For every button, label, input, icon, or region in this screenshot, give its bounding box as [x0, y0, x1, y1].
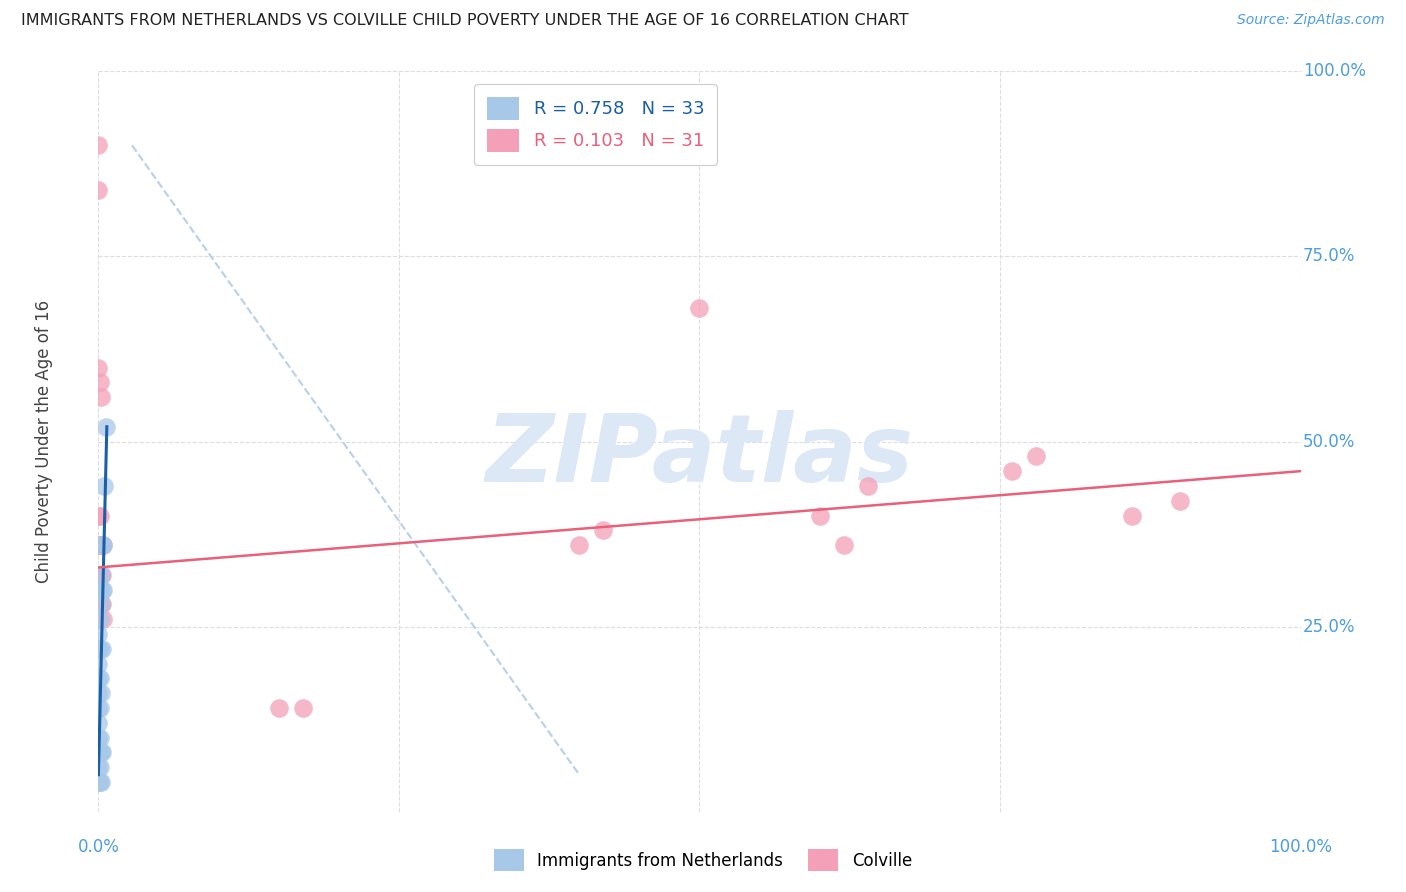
Point [87, 672, 110, 686]
Point [87, 701, 110, 715]
Point [568, 538, 591, 552]
Point [87, 746, 110, 760]
Point [87, 775, 110, 789]
Point [90, 775, 112, 789]
Point [91, 538, 114, 552]
Point [91, 567, 114, 582]
Point [91, 641, 114, 656]
Point [89, 612, 111, 626]
Point [87, 508, 110, 523]
Point [89, 538, 111, 552]
Point [856, 479, 879, 493]
Point [87, 760, 110, 774]
Point [89, 582, 111, 597]
Point [89, 567, 111, 582]
Point [87, 183, 110, 197]
Point [90, 686, 112, 700]
Point [808, 508, 831, 523]
Point [1001, 464, 1024, 478]
Point [87, 715, 110, 730]
Point [592, 524, 614, 538]
Point [90, 567, 112, 582]
Point [91, 582, 114, 597]
Point [291, 701, 314, 715]
Text: 75.0%: 75.0% [1303, 247, 1355, 266]
Point [87, 138, 110, 153]
Point [91, 538, 114, 552]
Point [91, 746, 114, 760]
Point [1025, 450, 1047, 464]
Text: Source: ZipAtlas.com: Source: ZipAtlas.com [1237, 13, 1385, 28]
Point [91, 582, 114, 597]
Point [91, 538, 114, 552]
Text: Child Poverty Under the Age of 16: Child Poverty Under the Age of 16 [35, 300, 53, 583]
Point [87, 627, 110, 641]
Point [87, 731, 110, 745]
Point [89, 775, 111, 789]
Point [267, 701, 290, 715]
Point [87, 686, 110, 700]
Point [90, 598, 112, 612]
Text: 100.0%: 100.0% [1270, 838, 1331, 855]
Point [91, 612, 114, 626]
Point [688, 301, 710, 316]
Point [87, 538, 110, 552]
Point [89, 508, 111, 523]
Point [90, 538, 112, 552]
Point [832, 538, 855, 552]
Point [89, 641, 111, 656]
Text: ZIPatlas: ZIPatlas [485, 410, 914, 502]
Legend: Immigrants from Netherlands, Colville: Immigrants from Netherlands, Colville [485, 841, 921, 880]
Point [1170, 493, 1192, 508]
Point [91, 598, 114, 612]
Text: 50.0%: 50.0% [1303, 433, 1355, 450]
Point [89, 672, 111, 686]
Text: 0.0%: 0.0% [77, 838, 120, 855]
Point [94, 419, 117, 434]
Point [87, 360, 110, 375]
Point [87, 641, 110, 656]
Legend: R = 0.758   N = 33, R = 0.103   N = 31: R = 0.758 N = 33, R = 0.103 N = 31 [474, 84, 717, 165]
Point [89, 746, 111, 760]
Point [87, 567, 110, 582]
Point [90, 390, 112, 404]
Point [1121, 508, 1143, 523]
Point [90, 746, 112, 760]
Text: 25.0%: 25.0% [1303, 617, 1355, 636]
Point [89, 701, 111, 715]
Point [89, 731, 111, 745]
Point [89, 376, 111, 390]
Point [89, 760, 111, 774]
Point [90, 567, 112, 582]
Text: IMMIGRANTS FROM NETHERLANDS VS COLVILLE CHILD POVERTY UNDER THE AGE OF 16 CORREL: IMMIGRANTS FROM NETHERLANDS VS COLVILLE … [21, 13, 908, 29]
Point [91, 538, 114, 552]
Point [90, 598, 112, 612]
Text: 100.0%: 100.0% [1303, 62, 1367, 80]
Point [87, 657, 110, 671]
Point [93, 479, 115, 493]
